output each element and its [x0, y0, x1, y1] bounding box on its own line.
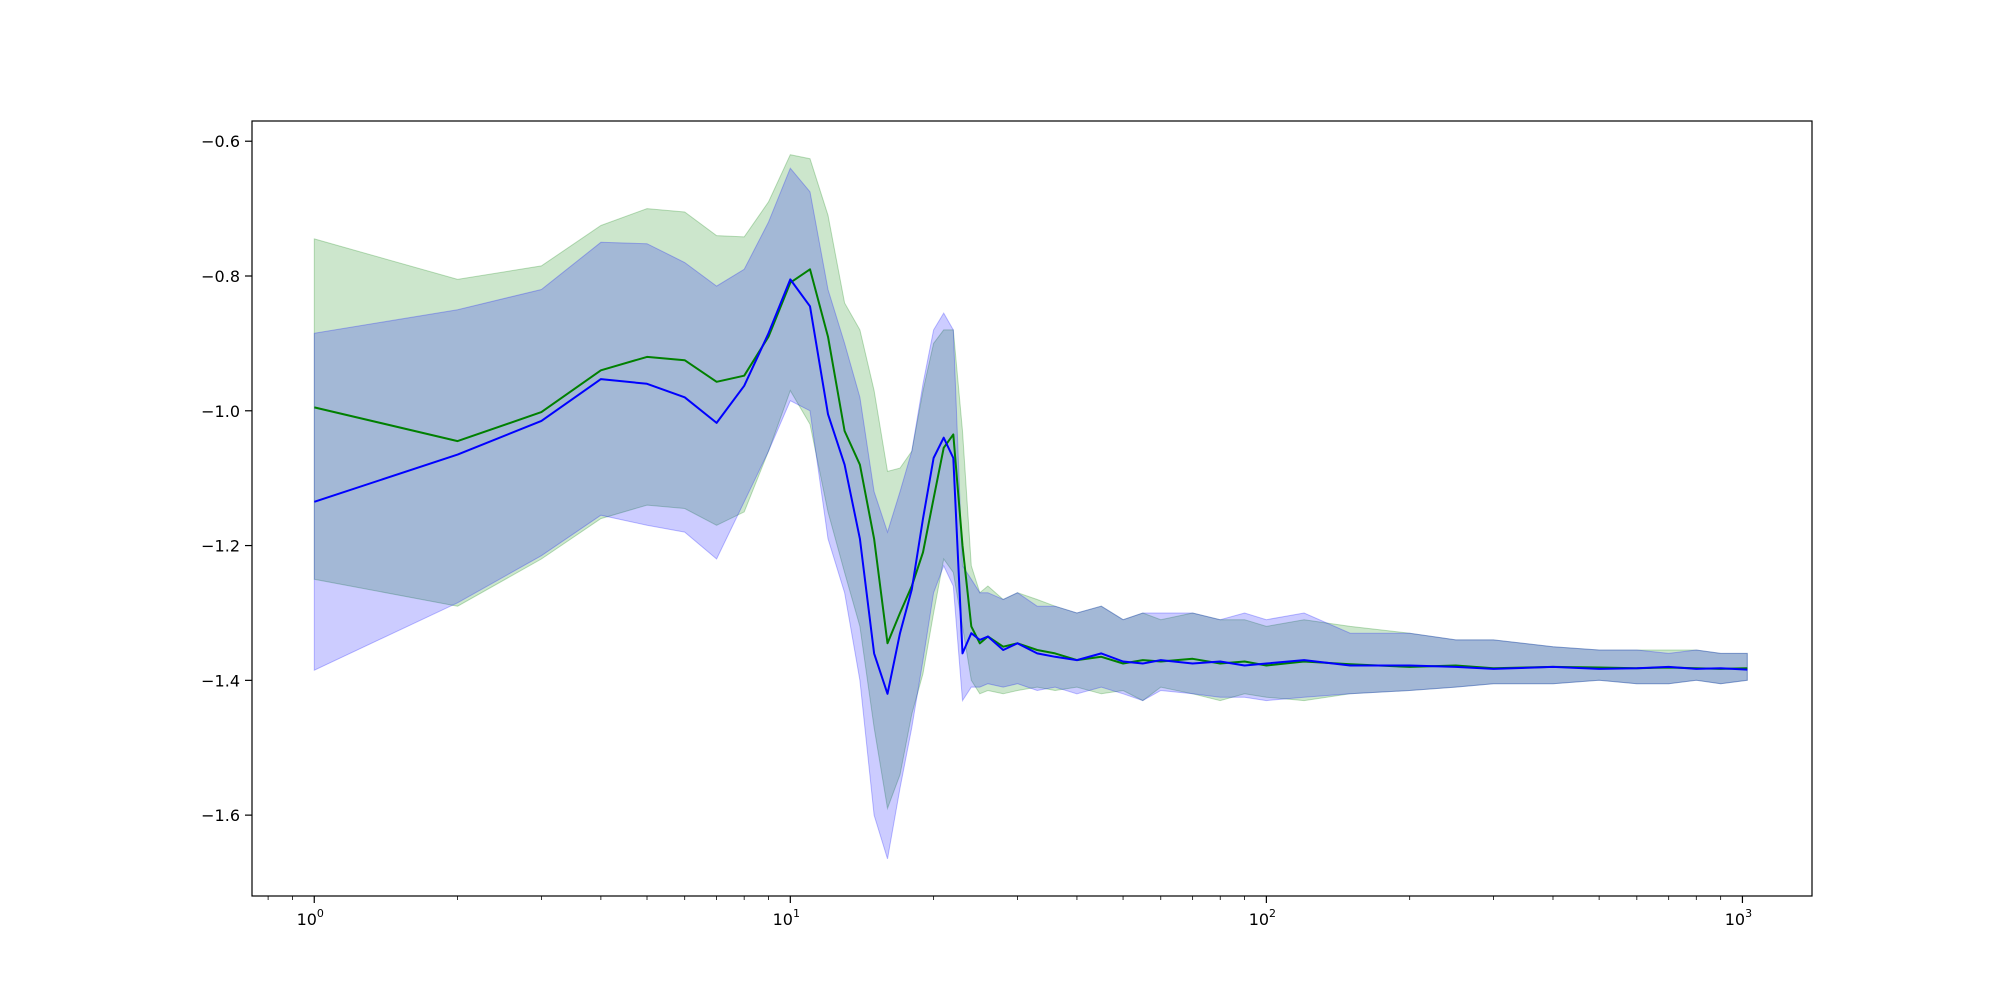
series-1-band	[313, 167, 1748, 860]
y-tick-label: −0.6	[201, 132, 240, 151]
series-1-line	[313, 278, 1748, 695]
y-tick-label: −1.2	[201, 537, 240, 556]
x-tick-label: 103	[1725, 907, 1752, 929]
y-tick-label: −0.8	[201, 267, 240, 286]
y-tick-label: −1.6	[201, 806, 240, 825]
axes-frame	[251, 120, 1813, 897]
y-tick-label: −1.4	[201, 671, 240, 690]
series-0-band	[313, 154, 1748, 811]
x-tick-label: 100	[297, 907, 324, 929]
x-tick-label: 101	[773, 907, 800, 929]
x-tick-label: 102	[1249, 907, 1276, 929]
axes: −0.6 −0.8 −1.0 −1.2 −1.4 −1.6 100 101 102 103	[201, 132, 1752, 929]
y-tick-label: −1.0	[201, 402, 240, 421]
plot-area	[313, 154, 1748, 860]
